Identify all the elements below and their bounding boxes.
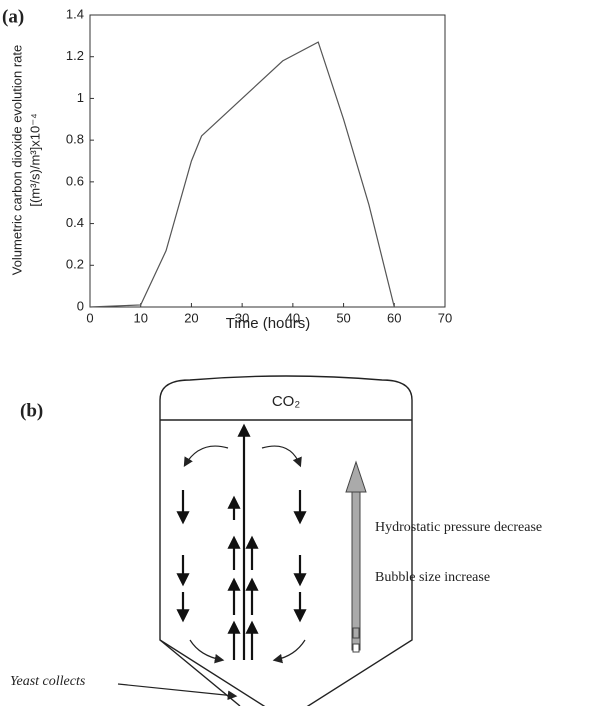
- panel-label: (a): [2, 6, 24, 27]
- y-tick-label: 0.8: [66, 132, 84, 147]
- x-tick-label: 70: [438, 310, 452, 325]
- x-tick-label: 60: [387, 310, 401, 325]
- x-tick-label: 30: [235, 310, 249, 325]
- x-tick-label: 10: [133, 310, 147, 325]
- bubble-label: Bubble size increase: [375, 570, 490, 585]
- gas-label: CO₂: [272, 393, 301, 410]
- y-tick-label: 0.4: [66, 215, 84, 230]
- x-tick-label: 50: [336, 310, 350, 325]
- data-line: [89, 41, 395, 308]
- y-axis-label: Volumetric carbon dioxide evolution rate: [9, 45, 24, 276]
- y-tick-label: 1.4: [66, 6, 84, 21]
- panel-label: (b): [20, 400, 43, 421]
- y-tick-label: 1.2: [66, 48, 84, 63]
- y-tick-label: 0: [77, 298, 84, 313]
- y-tick-label: 0.2: [66, 257, 84, 272]
- yeast-label: Yeast collects: [10, 674, 86, 689]
- x-tick-label: 20: [184, 310, 198, 325]
- vessel: [159, 375, 413, 706]
- x-tick-label: 40: [286, 310, 300, 325]
- vessel-cone: [159, 639, 241, 706]
- plot-frame: [89, 14, 446, 308]
- flow-arrows: [176, 423, 307, 664]
- pressure-label: Hydrostatic pressure decrease: [375, 520, 542, 535]
- y-tick-label: 1: [77, 90, 84, 105]
- y-tick-label: 0.6: [66, 173, 84, 188]
- x-axis-label: Time (hours): [226, 315, 310, 332]
- y-axis-label: [(m³/s)/m³]x10⁻⁴: [27, 113, 42, 206]
- scale-arrow: [345, 460, 367, 653]
- x-tick-label: 0: [86, 310, 93, 325]
- yeast-arrow: [117, 683, 238, 701]
